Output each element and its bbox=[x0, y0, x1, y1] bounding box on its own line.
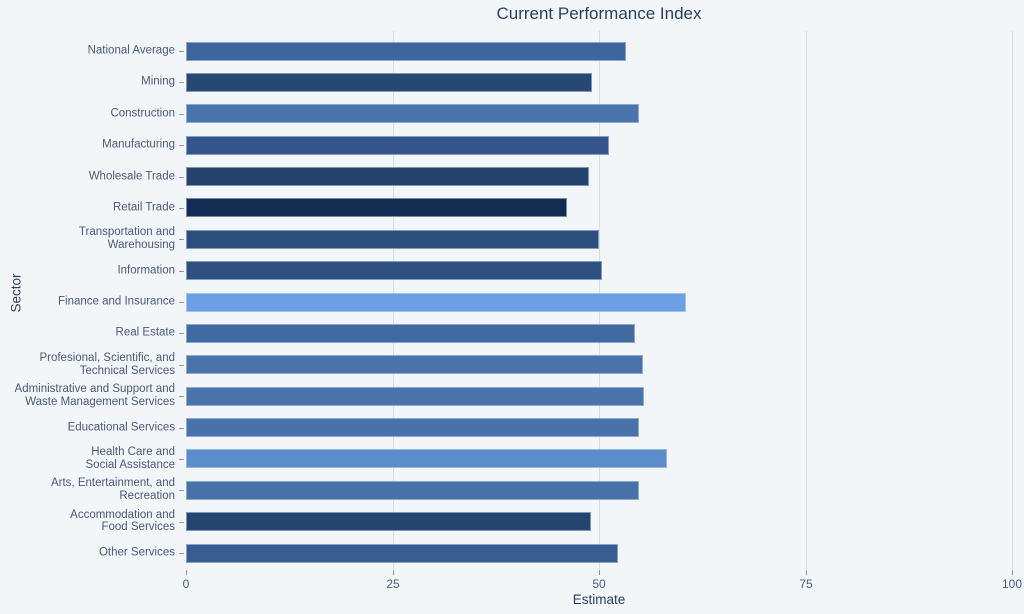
y-tick-label-real-estate: Real Estate bbox=[115, 326, 175, 339]
x-tick-label: 75 bbox=[799, 577, 813, 591]
y-tick-label-information: Information bbox=[117, 264, 175, 277]
bar-finance-and-insurance[interactable] bbox=[186, 293, 686, 312]
y-tick-mark bbox=[179, 51, 184, 52]
y-axis: National Average Mining Construction Manufa… bbox=[0, 31, 185, 570]
x-tick-mark bbox=[599, 570, 600, 575]
bar-educational-services[interactable] bbox=[186, 418, 639, 437]
y-tick-mark bbox=[179, 82, 184, 83]
y-tick-mark bbox=[179, 239, 184, 240]
bar-accommodation-and-food-services[interactable] bbox=[186, 512, 591, 531]
x-axis-title: Estimate bbox=[572, 592, 626, 607]
y-tick-label-national-average: National Average bbox=[87, 44, 175, 57]
bar-health-care-and-social-assistance[interactable] bbox=[186, 449, 667, 468]
y-tick-label-educational-services: Educational Services bbox=[67, 421, 175, 434]
y-tick-mark bbox=[179, 208, 184, 209]
plot-area bbox=[186, 31, 1013, 570]
y-tick-label-mining: Mining bbox=[141, 75, 175, 88]
gridline-x-100 bbox=[1012, 31, 1013, 570]
y-tick-mark bbox=[179, 490, 184, 491]
y-tick-label-wholesale-trade: Wholesale Trade bbox=[88, 170, 175, 183]
x-tick-mark bbox=[393, 570, 394, 575]
y-tick-label-transportation-and-warehousing: Transportation and Warehousing bbox=[78, 226, 175, 252]
y-tick-label-other-services: Other Services bbox=[98, 546, 175, 559]
y-tick-label-arts-entertainment-and-recreation: Arts, Entertainment, and Recreation bbox=[50, 477, 175, 503]
bar-information[interactable] bbox=[186, 261, 602, 280]
y-tick-mark bbox=[179, 459, 184, 460]
y-tick-mark bbox=[179, 553, 184, 554]
y-tick-label-manufacturing: Manufacturing bbox=[102, 138, 175, 151]
y-tick-mark bbox=[179, 428, 184, 429]
chart-title: Current Performance Index bbox=[496, 4, 702, 23]
bar-other-services[interactable] bbox=[186, 544, 618, 563]
x-tick-mark bbox=[1012, 570, 1013, 575]
bar-mining[interactable] bbox=[186, 73, 592, 92]
y-tick-label-retail-trade: Retail Trade bbox=[112, 201, 175, 214]
x-tick-mark bbox=[806, 570, 807, 575]
bar-profesional-scientific-and-technical-services[interactable] bbox=[186, 355, 643, 374]
y-tick-label-construction: Construction bbox=[110, 107, 175, 120]
x-tick-mark bbox=[186, 570, 187, 575]
y-tick-mark bbox=[179, 522, 184, 523]
bar-real-estate[interactable] bbox=[186, 324, 635, 343]
bar-arts-entertainment-and-recreation[interactable] bbox=[186, 481, 639, 500]
y-tick-mark bbox=[179, 396, 184, 397]
y-tick-label-health-care-and-social-assistance: Health Care and Social Assistance bbox=[85, 446, 176, 471]
y-tick-mark bbox=[179, 271, 184, 272]
x-tick-label: 100 bbox=[1001, 577, 1023, 591]
y-tick-mark bbox=[179, 365, 184, 366]
bar-transportation-and-warehousing[interactable] bbox=[186, 230, 599, 249]
bar-wholesale-trade[interactable] bbox=[186, 167, 589, 186]
y-tick-mark bbox=[179, 302, 184, 303]
x-tick-label: 50 bbox=[592, 577, 606, 591]
x-tick-label: 25 bbox=[386, 577, 400, 591]
y-tick-mark bbox=[179, 145, 184, 146]
bar-manufacturing[interactable] bbox=[186, 136, 609, 155]
bar-construction[interactable] bbox=[186, 104, 639, 123]
y-tick-label-administrative-and-support-and-waste-management-services: Administrative and Support and Waste Man… bbox=[14, 383, 175, 409]
y-tick-mark bbox=[179, 114, 184, 115]
y-tick-mark bbox=[179, 177, 184, 178]
y-tick-label-profesional-scientific-and-technical-services: Profesional, Scientific, and Technical S… bbox=[39, 351, 175, 377]
bar-national-average[interactable] bbox=[186, 42, 626, 61]
y-tick-label-finance-and-insurance: Finance and Insurance bbox=[58, 295, 175, 308]
y-tick-mark bbox=[179, 333, 184, 334]
x-tick-label: 0 bbox=[182, 577, 190, 591]
gridline-x-75 bbox=[806, 31, 807, 570]
bar-administrative-and-support-and-waste-management-services[interactable] bbox=[186, 387, 644, 406]
bar-retail-trade[interactable] bbox=[186, 198, 567, 217]
y-tick-label-accommodation-and-food-services: Accommodation and Food Services bbox=[70, 508, 175, 534]
